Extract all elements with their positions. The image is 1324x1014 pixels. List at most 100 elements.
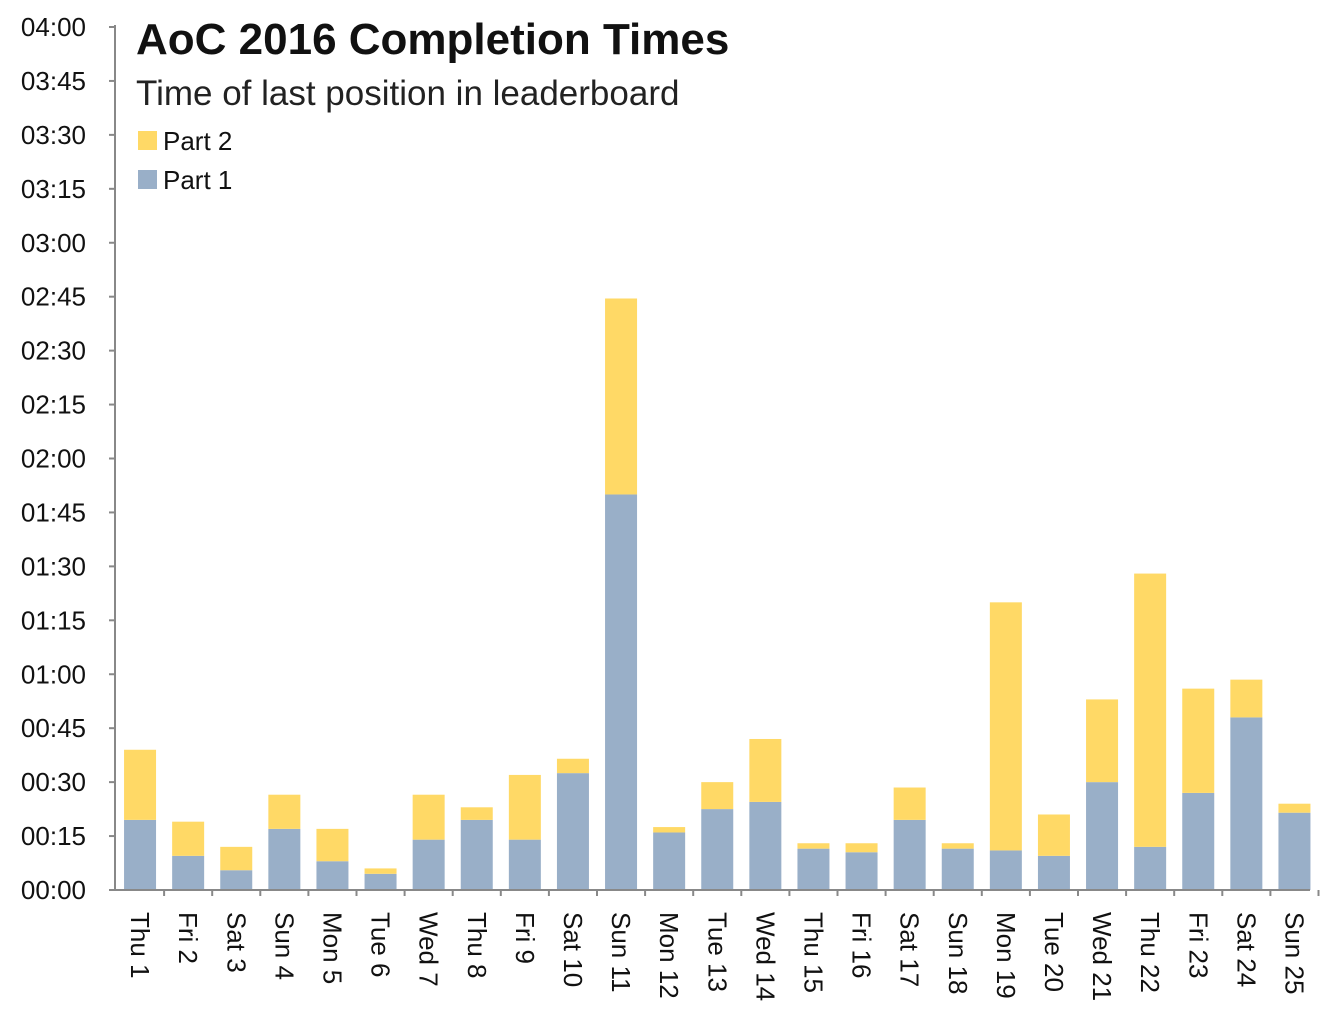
y-tick-labels: 00:00 00:15 00:30 00:45 01:00 01:15 01:30 01:45… bbox=[21, 12, 86, 905]
bars-group bbox=[124, 298, 1311, 891]
legend-swatch-part-2 bbox=[138, 131, 157, 150]
x-tick-label: Wed 7 bbox=[414, 912, 444, 987]
bar-part-1-mon-5 bbox=[316, 861, 349, 890]
y-tick-label: 01:45 bbox=[21, 497, 86, 527]
bar-part-1-tue-13 bbox=[701, 809, 734, 890]
bar-part-1-tue-6 bbox=[364, 873, 397, 890]
x-tick-label: Tue 20 bbox=[1039, 912, 1069, 992]
bar-part-2-thu-15 bbox=[797, 843, 830, 849]
x-tick-label: Tue 13 bbox=[702, 912, 732, 992]
y-tick-label: 02:00 bbox=[21, 444, 86, 474]
x-tick-label: Thu 15 bbox=[798, 912, 828, 993]
x-tick-label: Mon 12 bbox=[654, 912, 684, 999]
bar-part-1-fri-2 bbox=[172, 855, 205, 890]
bar-part-2-fri-23 bbox=[1182, 688, 1215, 793]
x-tick-label: Sat 24 bbox=[1231, 912, 1261, 987]
legend-swatch-part-1 bbox=[138, 170, 157, 189]
bar-part-1-mon-12 bbox=[653, 832, 686, 890]
bar-part-2-fri-2 bbox=[172, 821, 205, 856]
bar-part-2-sat-24 bbox=[1230, 679, 1263, 718]
y-tick-label: 00:15 bbox=[21, 821, 86, 851]
bar-part-2-fri-16 bbox=[845, 843, 878, 853]
y-tick-label: 02:45 bbox=[21, 282, 86, 312]
y-tick-label: 01:30 bbox=[21, 551, 86, 581]
bar-part-1-thu-22 bbox=[1134, 846, 1167, 890]
bar-part-2-tue-20 bbox=[1037, 814, 1070, 856]
bar-part-1-thu-8 bbox=[460, 819, 493, 890]
bar-part-2-sun-25 bbox=[1278, 803, 1311, 813]
bar-part-1-sat-3 bbox=[220, 870, 253, 890]
x-tick-label: Tue 6 bbox=[366, 912, 396, 978]
x-tick-label: Fri 2 bbox=[173, 912, 203, 964]
y-tick-label: 01:15 bbox=[21, 605, 86, 635]
bar-part-2-mon-5 bbox=[316, 828, 349, 862]
x-tick-label: Sun 18 bbox=[943, 912, 973, 994]
bar-part-2-tue-6 bbox=[364, 868, 397, 874]
bar-part-1-wed-7 bbox=[412, 839, 445, 890]
y-tick-label: 00:30 bbox=[21, 767, 86, 797]
bar-part-2-wed-7 bbox=[412, 794, 445, 840]
y-tick-label: 00:00 bbox=[21, 875, 86, 905]
bar-part-2-sat-17 bbox=[893, 787, 926, 820]
x-tick-label: Sun 4 bbox=[269, 912, 299, 980]
bar-part-1-sun-25 bbox=[1278, 812, 1311, 890]
x-tick-label: Sat 17 bbox=[895, 912, 925, 987]
bar-part-1-wed-14 bbox=[749, 801, 782, 890]
x-tick-label: Thu 22 bbox=[1135, 912, 1165, 993]
bar-part-1-thu-1 bbox=[124, 819, 157, 890]
y-tick-label: 02:15 bbox=[21, 390, 86, 420]
bar-part-1-wed-21 bbox=[1086, 782, 1119, 891]
bar-part-1-sat-17 bbox=[893, 819, 926, 890]
bar-part-2-mon-12 bbox=[653, 827, 686, 833]
chart-title: AoC 2016 Completion Times bbox=[136, 15, 729, 64]
bar-part-1-sat-24 bbox=[1230, 717, 1263, 890]
x-tick-label: Wed 21 bbox=[1087, 912, 1117, 1001]
x-tick-label: Sat 10 bbox=[558, 912, 588, 987]
x-tick-label: Wed 14 bbox=[750, 912, 780, 1001]
x-tick-label: Fri 9 bbox=[510, 912, 540, 964]
y-tick-label: 01:00 bbox=[21, 659, 86, 689]
x-tick-label: Thu 1 bbox=[125, 912, 155, 979]
y-tick-label: 00:45 bbox=[21, 713, 86, 743]
y-tick-label: 03:00 bbox=[21, 228, 86, 258]
y-tick-label: 04:00 bbox=[21, 12, 86, 42]
y-tick-label: 03:15 bbox=[21, 174, 86, 204]
legend: Part 2 Part 1 bbox=[138, 126, 232, 195]
bar-part-1-fri-23 bbox=[1182, 792, 1215, 890]
bar-part-2-sun-11 bbox=[605, 298, 638, 495]
y-tick-label: 02:30 bbox=[21, 336, 86, 366]
x-tick-label: Fri 23 bbox=[1183, 912, 1213, 978]
x-tick-label: Fri 16 bbox=[847, 912, 877, 978]
y-tick-label: 03:45 bbox=[21, 66, 86, 96]
bar-part-2-wed-14 bbox=[749, 738, 782, 802]
x-tick-label: Mon 5 bbox=[317, 912, 347, 984]
bar-part-2-mon-19 bbox=[989, 602, 1022, 851]
bar-part-2-wed-21 bbox=[1086, 699, 1119, 783]
bar-part-2-thu-8 bbox=[460, 807, 493, 820]
legend-label-part-1: Part 1 bbox=[163, 165, 232, 195]
bar-part-2-thu-22 bbox=[1134, 573, 1167, 847]
bar-part-1-fri-9 bbox=[508, 839, 541, 890]
bar-part-1-mon-19 bbox=[989, 850, 1022, 890]
bar-part-2-thu-1 bbox=[124, 749, 157, 820]
bar-part-1-thu-15 bbox=[797, 848, 830, 890]
bar-part-2-fri-9 bbox=[508, 774, 541, 840]
bar-part-1-sat-10 bbox=[556, 773, 589, 890]
axes-group bbox=[114, 25, 1310, 891]
x-tick-label: Thu 8 bbox=[462, 912, 492, 979]
x-tick-label: Sun 25 bbox=[1279, 912, 1309, 994]
bar-part-1-fri-16 bbox=[845, 852, 878, 890]
bar-part-2-sat-10 bbox=[556, 758, 589, 774]
bar-part-2-sat-3 bbox=[220, 846, 253, 871]
x-tick-label: Sun 11 bbox=[606, 912, 636, 992]
bar-part-2-sun-4 bbox=[268, 794, 301, 829]
bar-part-1-tue-20 bbox=[1037, 855, 1070, 890]
x-tick-label: Mon 19 bbox=[991, 912, 1021, 999]
bar-part-1-sun-18 bbox=[941, 848, 974, 890]
x-tick-labels: Thu 1 Fri 2 Sat 3 Sun 4 Mon 5 Tue 6 Wed 7 Thu 8… bbox=[125, 912, 1309, 1001]
chart-subtitle: Time of last position in leaderboard bbox=[136, 74, 679, 113]
bar-part-1-sun-4 bbox=[268, 828, 301, 890]
x-tick-label: Sat 3 bbox=[221, 912, 251, 973]
bar-part-1-sun-11 bbox=[605, 494, 638, 890]
